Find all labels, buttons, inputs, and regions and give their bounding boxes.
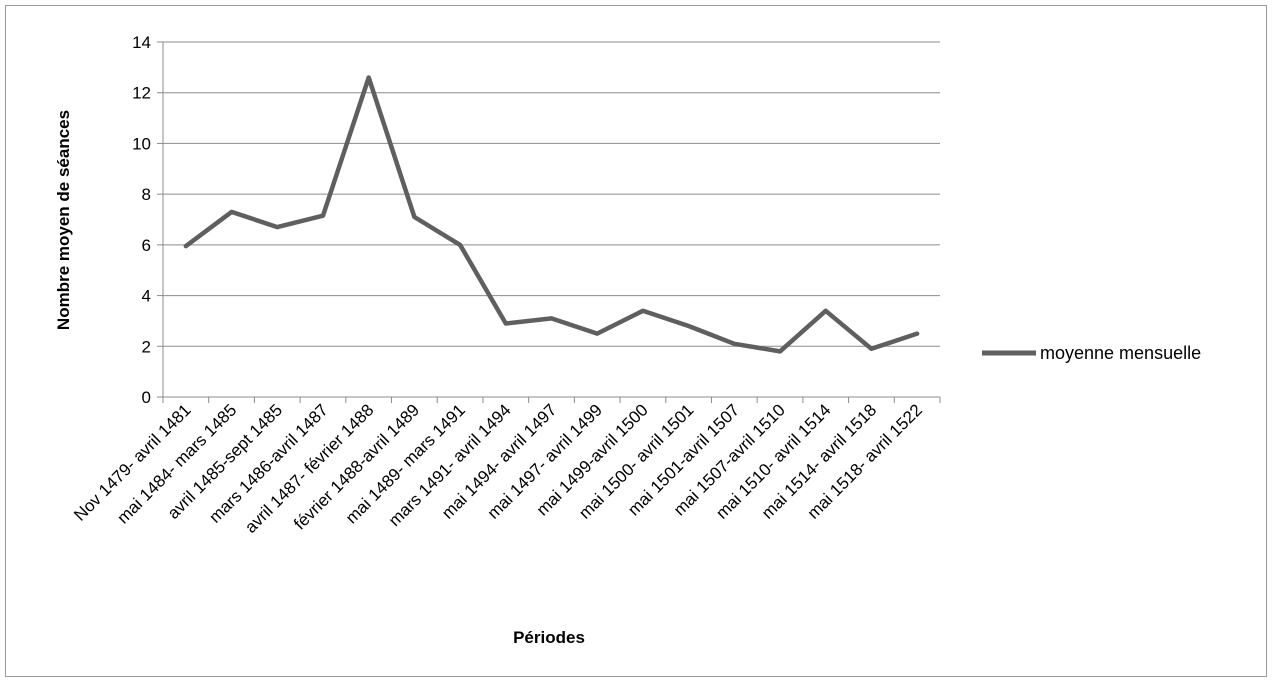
- series-line: [183, 75, 920, 354]
- y-tick-label: 6: [142, 236, 151, 255]
- x-axis-title: Périodes: [513, 628, 585, 647]
- y-tick-label: 2: [142, 337, 151, 356]
- legend-label: moyenne mensuelle: [1040, 343, 1201, 363]
- y-tick-label: 14: [132, 33, 151, 52]
- legend: moyenne mensuelle: [982, 343, 1201, 363]
- y-tick-labels: 0 2 4 6 8 10 12 14: [132, 33, 151, 407]
- y-tick-label: 10: [132, 134, 151, 153]
- y-tick-label: 12: [132, 84, 151, 103]
- chart-frame: [5, 5, 1267, 677]
- y-tick-label: 8: [142, 185, 151, 204]
- y-axis-title: Nombre moyen de séances: [54, 110, 73, 330]
- y-tick-label: 4: [142, 287, 151, 306]
- series-lines: [183, 75, 920, 354]
- y-tick-label: 0: [142, 388, 151, 407]
- gridlines: [163, 41, 940, 347]
- axes: [157, 41, 941, 403]
